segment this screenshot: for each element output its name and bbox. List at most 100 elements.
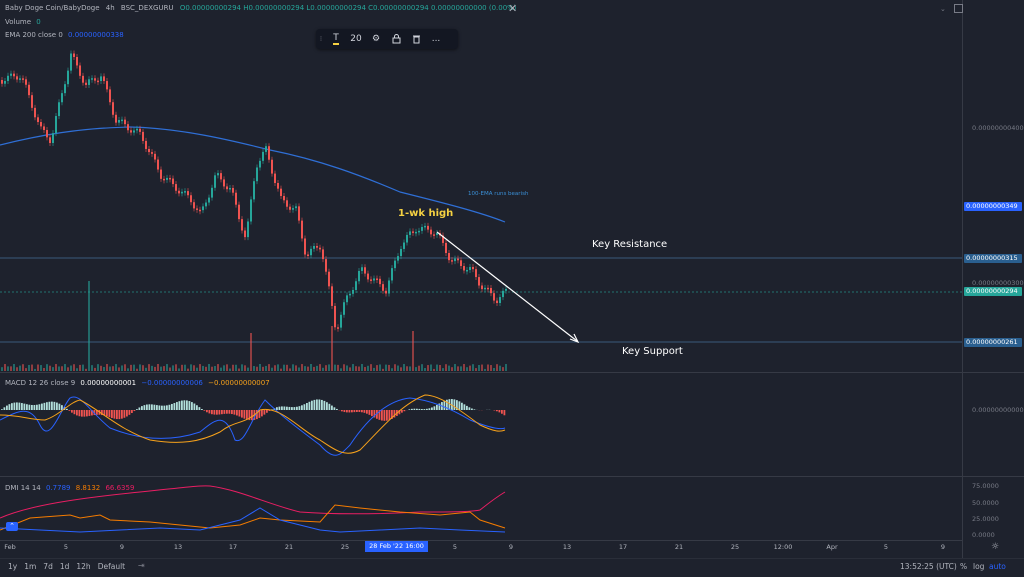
candle-body	[52, 133, 54, 143]
range-button[interactable]: 1d	[60, 562, 70, 571]
macd-hist-bar	[226, 410, 228, 414]
pane-divider[interactable]	[0, 372, 1024, 373]
volume-bar	[307, 367, 309, 371]
volume-bar	[100, 366, 102, 371]
chevron-down-icon[interactable]: ⌄	[940, 5, 946, 13]
range-button[interactable]: Default	[98, 562, 125, 571]
volume-bar	[463, 364, 465, 371]
candle-body	[241, 219, 243, 230]
macd-hist-bar	[381, 410, 383, 421]
text-tool-button[interactable]: T	[326, 29, 346, 49]
macd-hist-bar	[79, 410, 81, 416]
ema-annotation[interactable]: 100-EMA runs bearish	[468, 191, 528, 197]
volume-bar	[235, 365, 237, 371]
candle-body	[247, 221, 249, 237]
candle-body	[13, 74, 15, 77]
macd-hist-bar	[144, 405, 146, 410]
pane-divider[interactable]	[0, 476, 1024, 477]
macd-hist-bar	[34, 405, 36, 410]
volume-bar	[43, 368, 45, 371]
volume-bar	[295, 365, 297, 371]
more-button[interactable]: ...	[426, 29, 446, 49]
candle-body	[496, 301, 498, 303]
candle-body	[49, 137, 51, 143]
macd-hist-bar	[294, 407, 296, 410]
indicator-collapse-icon[interactable]: ⌃	[6, 522, 18, 531]
drag-handle-icon[interactable]: ⁞	[316, 29, 326, 49]
volume-bar	[454, 364, 456, 371]
volume-bar	[148, 364, 150, 371]
macd-hist-bar	[154, 405, 156, 410]
log-toggle[interactable]: log	[973, 562, 984, 571]
bottom-toolbar	[0, 558, 1024, 577]
candle-body	[307, 254, 309, 256]
candle-body	[265, 146, 267, 152]
macd-hist-bar	[11, 403, 13, 410]
candle-body	[184, 191, 186, 193]
font-size-button[interactable]: 20	[346, 29, 366, 49]
candle-body	[463, 266, 465, 270]
candle-body	[475, 269, 477, 277]
macd-hist-bar	[279, 407, 281, 410]
macd-hist-bar	[354, 410, 356, 412]
range-button[interactable]: 1y	[8, 562, 17, 571]
range-button[interactable]: 12h	[76, 562, 90, 571]
candle-body	[136, 129, 138, 131]
support-annotation[interactable]: Key Support	[622, 346, 683, 357]
volume-bar	[7, 366, 9, 371]
settings-sun-icon[interactable]: ☼	[991, 542, 999, 552]
dmi-axis-tick: 0.0000	[972, 531, 995, 539]
macd-hist-bar	[241, 410, 243, 418]
candle-body	[253, 181, 255, 199]
candle-body	[25, 79, 27, 84]
candle-body	[61, 93, 63, 102]
volume-bar	[250, 333, 252, 371]
macd-label: MACD 12 26 close 9	[5, 379, 75, 387]
gear-icon[interactable]: ⚙	[366, 29, 386, 49]
auto-toggle[interactable]: auto	[989, 562, 1006, 571]
candle-body	[169, 178, 171, 180]
range-button[interactable]: 1m	[24, 562, 36, 571]
percent-toggle[interactable]: %	[960, 562, 967, 571]
high-annotation[interactable]: 1-wk high	[398, 208, 453, 219]
macd-hist-bar	[131, 410, 133, 413]
macd-hist-bar	[324, 401, 326, 410]
drawing-toolbar: ⁞ T 20 ⚙ ...	[316, 29, 458, 49]
resistance-annotation[interactable]: Key Resistance	[592, 239, 667, 250]
date-range-icon[interactable]: ⇥	[138, 561, 145, 570]
trash-icon[interactable]	[406, 29, 426, 49]
candle-body	[217, 173, 219, 175]
candle-body	[493, 293, 495, 300]
utc-time[interactable]: 13:52:25 (UTC)	[900, 562, 957, 571]
macd-hist-bar	[1, 409, 3, 410]
volume-bar	[55, 364, 57, 371]
candle-body	[466, 270, 468, 272]
candle-body	[295, 206, 297, 208]
candle-body	[451, 260, 453, 262]
volume-bar	[505, 364, 507, 371]
candle-body	[64, 84, 66, 93]
candle-body	[181, 192, 183, 194]
exchange: BSC_DEXGURU	[121, 4, 174, 12]
macd-hist-bar	[41, 404, 43, 410]
candle-body	[133, 130, 135, 132]
candle-body	[148, 149, 150, 152]
candle-body	[409, 231, 411, 235]
volume-bar	[469, 366, 471, 371]
macd-hist-bar	[426, 409, 428, 410]
candle-body	[304, 238, 306, 254]
range-button[interactable]: 7d	[43, 562, 53, 571]
volume-bar	[58, 366, 60, 371]
maximize-icon[interactable]	[954, 4, 963, 13]
macd-hist-bar	[229, 410, 231, 414]
volume-bar	[136, 369, 138, 371]
close-icon[interactable]: ✕	[508, 2, 517, 15]
candle-body	[316, 246, 318, 248]
lock-icon[interactable]	[386, 29, 406, 49]
volume-bar	[232, 365, 234, 371]
macd-hist-bar	[264, 410, 266, 415]
macd-legend: MACD 12 26 close 9 0.00000000001 −0.0000…	[5, 379, 270, 387]
volume-bar	[433, 369, 435, 371]
macd-hist-bar	[189, 401, 191, 410]
